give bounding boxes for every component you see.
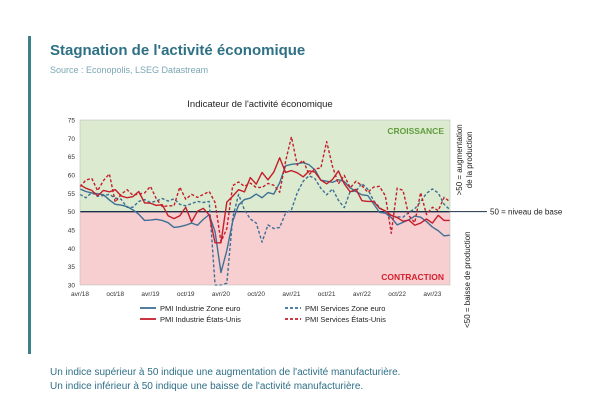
y-tick-label: 45: [68, 228, 76, 235]
left-accent-rule: [28, 36, 31, 354]
chart-title: Indicateur de l'activité économique: [187, 99, 332, 110]
legend-entry-4: PMI Services États-Unis: [305, 315, 386, 324]
x-tick-label: avr/19: [141, 291, 159, 298]
source-line: Source : Econopolis, LSEG Datastream: [50, 65, 209, 75]
contraction-zone-label: CONTRACTION: [381, 272, 444, 282]
x-tick-label: oct/18: [106, 291, 124, 298]
chart-container: Indicateur de l'activité économique 30 35…: [40, 95, 600, 350]
page-title: Stagnation de l'activité économique: [50, 42, 306, 59]
legend-entry-3: PMI Industrie États-Unis: [160, 315, 241, 324]
legend-entry-1: PMI Industrie Zone euro: [160, 304, 240, 313]
annotation-middle: 50 = niveau de base: [490, 208, 563, 217]
x-tick-label: oct/20: [247, 291, 265, 298]
x-tick-label: oct/21: [318, 291, 336, 298]
legend-entry-2: PMI Services Zone euro: [305, 304, 385, 313]
y-tick-label: 30: [68, 283, 76, 290]
plot-border: [79, 119, 451, 286]
annotation-below: <50 = baisse de production: [463, 231, 472, 328]
footnote-below: Un indice inférieur à 50 indique une bai…: [50, 381, 364, 392]
x-tick-label: avr/21: [282, 291, 300, 298]
footnote-above: Un indice supérieur à 50 indique une aug…: [50, 367, 401, 378]
y-tick-label: 35: [68, 264, 76, 271]
annotation-above: >50 = augmentationde la production: [455, 124, 474, 195]
series-line-4: [79, 136, 451, 243]
y-tick-label: 55: [68, 191, 76, 198]
y-tick-label: 65: [68, 154, 76, 161]
x-tick-label: oct/19: [177, 291, 195, 298]
y-tick-label: 75: [68, 118, 76, 125]
x-tick-label: oct/22: [388, 291, 406, 298]
pmi-line-chart: Indicateur de l'activité économique 30 35…: [68, 99, 563, 328]
y-tick-label: 50: [68, 209, 76, 216]
contraction-zone: [80, 211, 450, 285]
x-tick-label: avr/18: [71, 291, 89, 298]
x-tick-label: avr/23: [423, 291, 441, 298]
x-tick-label: avr/20: [212, 291, 230, 298]
y-tick-label: 70: [68, 136, 76, 143]
y-tick-label: 60: [68, 173, 76, 180]
series-line-1: [79, 161, 451, 274]
y-tick-label: 40: [68, 246, 76, 253]
x-tick-label: avr/22: [353, 291, 371, 298]
growth-zone-label: CROISSANCE: [387, 126, 444, 136]
